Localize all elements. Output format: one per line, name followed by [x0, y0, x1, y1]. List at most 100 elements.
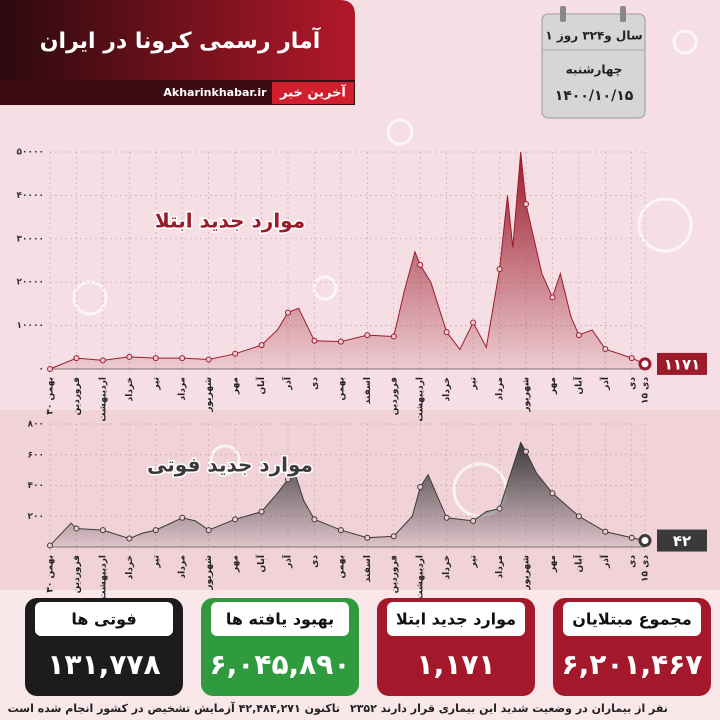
point — [285, 476, 291, 483]
x-tick-label: دی — [310, 377, 320, 390]
x-tick-label: بهمن — [336, 377, 346, 400]
value-label-box — [657, 352, 707, 375]
x-tick-label: دی — [627, 555, 637, 568]
x-tick-label: مرداد — [178, 555, 188, 579]
point — [47, 366, 53, 372]
stat-value: ۱,۱۷۱ — [417, 648, 496, 681]
y-tick-label: ۶۰۰ — [28, 450, 44, 460]
stat-label: فوتی ها — [71, 610, 136, 629]
point — [602, 346, 609, 353]
calendar — [541, 13, 646, 119]
stat-label-box — [35, 602, 173, 636]
stat-label: موارد جدید ابتلا — [396, 610, 516, 629]
x-tick-label: دی — [627, 377, 637, 390]
stat-label: مجموع مبتلایان — [572, 610, 691, 629]
y-tick-label: ۸۰۰ — [28, 420, 44, 430]
x-tick-label: دی — [310, 555, 320, 568]
logo-box — [272, 82, 354, 104]
stat-label-box — [563, 602, 701, 636]
y-tick-label: ۲۰۰ — [28, 512, 44, 522]
x-tick-label: آذر — [282, 554, 294, 569]
stat-label-box — [387, 602, 525, 636]
point — [443, 329, 450, 336]
x-tick-label: تیر — [151, 377, 161, 391]
point — [470, 319, 477, 326]
point — [258, 342, 265, 349]
point — [232, 516, 239, 523]
y-tick-label: ۴۰۰ — [28, 481, 44, 491]
x-tick-label: آذر — [282, 376, 294, 391]
y-tick-label: ۱۰۰۰۰ — [17, 321, 44, 331]
stat-label: بهبود یافته ها — [226, 610, 334, 629]
virus-decoration — [72, 29, 698, 518]
x-tick-label: ۱۵ دی — [641, 555, 651, 582]
x-tick-label: اردیبهشت — [416, 555, 426, 600]
x-tick-label: خرداد — [442, 377, 452, 401]
x-tick-label: فروردین — [72, 377, 82, 415]
point — [311, 516, 318, 523]
point — [523, 201, 529, 208]
point — [205, 356, 212, 363]
x-tick-label: شهریور — [522, 377, 532, 413]
x-tick-label: تیر — [151, 555, 161, 569]
point — [496, 505, 503, 512]
value-label-box — [657, 529, 707, 552]
y-tick-label: ۵۰۰۰۰ — [17, 148, 44, 158]
point — [443, 514, 450, 521]
x-tick-label: شهریور — [204, 377, 214, 413]
calendar-elapsed: ۱ سال و۳۲۴ روز — [545, 29, 642, 44]
x-tick-label: خرداد — [442, 555, 452, 579]
x-tick-label: مهر — [231, 377, 241, 395]
x-tick-label: مهر — [231, 555, 241, 573]
x-tick-label: شهریور — [204, 555, 214, 591]
x-tick-label: اردیبهشت — [416, 377, 426, 422]
chart-title: موارد جدید ابتلا — [155, 209, 305, 233]
chart-title: موارد جدید فوتی — [147, 453, 313, 477]
point — [549, 490, 556, 497]
header-site: Akharinkhabar.ir — [163, 86, 267, 99]
x-tick-label: اردیبهشت — [98, 555, 108, 600]
point — [417, 484, 424, 491]
y-tick-label: ۴۰۰۰۰ — [17, 191, 44, 201]
point — [205, 527, 212, 534]
y-tick-label: ۰ — [39, 365, 45, 375]
footer-tests: تاکنون ۴۲,۴۸۴,۲۷۱ آزمایش تشخیص در کشور ا… — [8, 701, 340, 715]
area — [50, 442, 645, 547]
point — [638, 534, 652, 548]
x-tick-label: آبان — [255, 554, 267, 572]
x-tick-label: اردیبهشت — [98, 377, 108, 422]
point — [337, 527, 344, 534]
stat-value: ۱۳۱,۷۷۸ — [47, 648, 160, 681]
x-tick-label: فروردین — [389, 555, 399, 593]
point — [258, 508, 265, 515]
x-tick-label: آبان — [255, 376, 267, 394]
point — [285, 309, 291, 316]
x-tick-label: مرداد — [178, 377, 188, 401]
x-tick-label: بهمن — [336, 555, 346, 578]
point — [364, 332, 371, 339]
x-tick-label: شهریور — [522, 555, 532, 591]
value-label: ۴۲ — [673, 532, 691, 550]
footer-severe: ۲۳۵۲ نفر از بیماران در وضعیت شدید این بی… — [350, 702, 668, 715]
point — [549, 294, 556, 301]
value-label: ۱۱۷۱ — [664, 355, 701, 373]
x-tick-label: آبان — [572, 554, 584, 572]
x-tick-label: فروردین — [72, 555, 82, 593]
x-tick-label: ۱۵ دی — [641, 377, 651, 404]
point — [152, 355, 159, 362]
x-tick-label: مرداد — [495, 555, 505, 579]
stat-label-box — [211, 602, 349, 636]
point — [73, 525, 80, 532]
point — [126, 353, 133, 360]
x-tick-label: تیر — [469, 377, 479, 391]
calendar-ring — [560, 6, 566, 22]
x-tick-label: آذر — [599, 554, 611, 569]
header-banner — [0, 0, 355, 80]
point — [628, 534, 635, 541]
x-tick-label: آذر — [599, 376, 611, 391]
point — [311, 337, 318, 344]
y-tick-label: ۳۰۰۰۰ — [17, 234, 44, 244]
y-tick-label: ۲۰۰۰۰ — [17, 278, 44, 288]
point — [417, 261, 424, 268]
